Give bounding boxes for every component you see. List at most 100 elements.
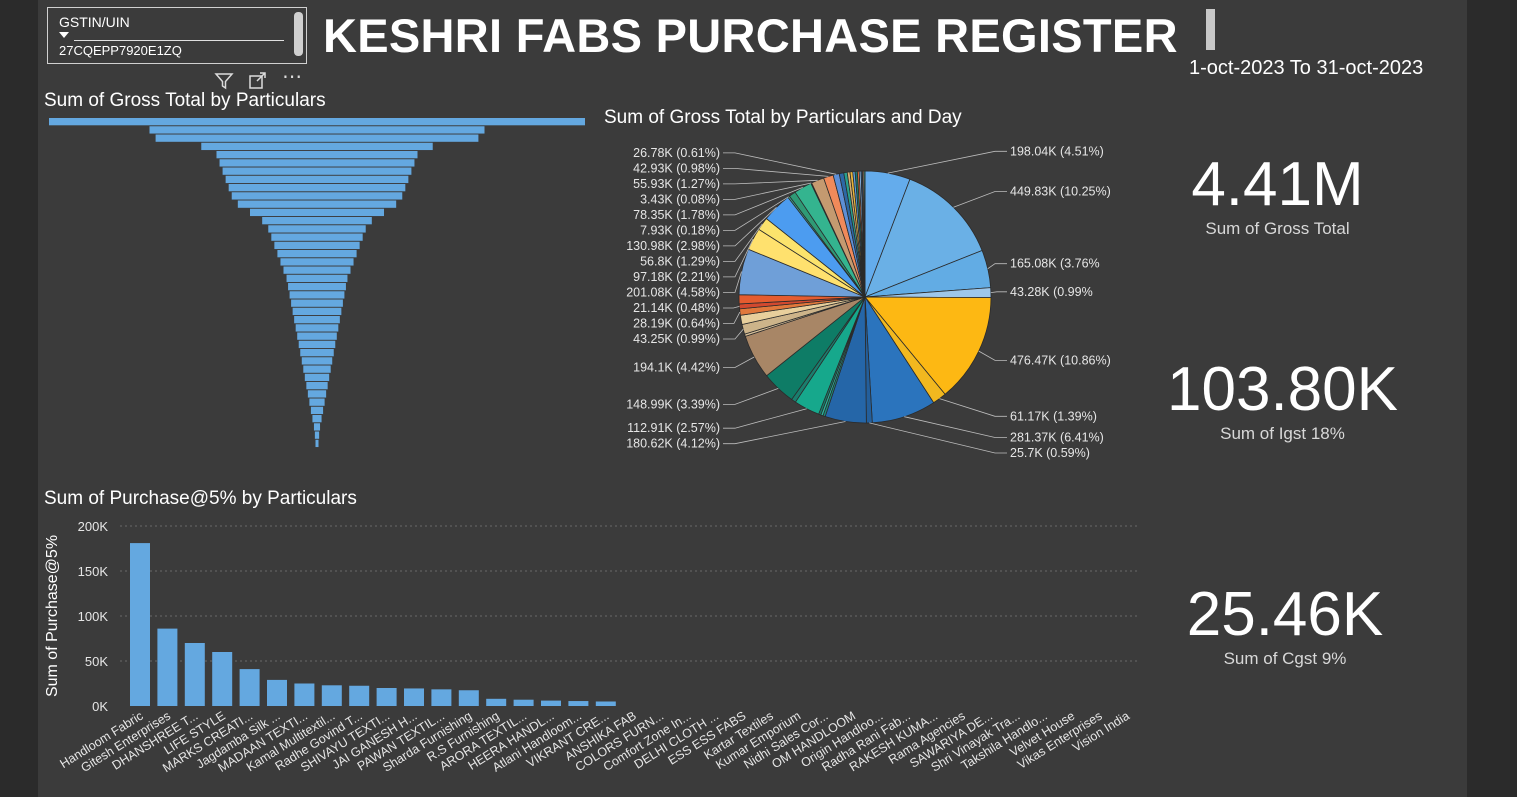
funnel-bar[interactable]	[294, 316, 340, 324]
funnel-bar[interactable]	[262, 217, 372, 225]
bar[interactable]	[513, 699, 534, 706]
left-margin	[0, 0, 38, 797]
funnel-bar[interactable]	[295, 324, 339, 332]
pie-leader-line	[723, 356, 755, 368]
pie-leader-line	[723, 306, 740, 309]
bar[interactable]	[458, 690, 479, 706]
funnel-bar[interactable]	[289, 291, 345, 299]
pie-data-label: 25.7K (0.59%)	[1010, 446, 1090, 460]
pie-slice[interactable]	[864, 178, 983, 298]
bar[interactable]	[294, 683, 315, 707]
slicer-scrollbar[interactable]	[294, 12, 303, 56]
funnel-bar[interactable]	[292, 307, 342, 316]
igst-value: 103.80K	[1167, 355, 1398, 424]
funnel-bar[interactable]	[315, 439, 319, 448]
pie-slice[interactable]	[864, 296, 992, 395]
chevron-down-icon[interactable]	[59, 32, 69, 38]
funnel-bar[interactable]	[313, 423, 321, 431]
bar[interactable]	[239, 669, 260, 706]
gstin-slicer[interactable]: GSTIN/UIN 27CQEPP7920E1ZQ	[47, 7, 307, 64]
funnel-chart[interactable]	[44, 114, 590, 456]
bar[interactable]	[404, 688, 424, 706]
bar-chart-title: Sum of Purchase@5% by Particulars	[44, 488, 357, 509]
funnel-bar[interactable]	[49, 118, 585, 126]
pie-chart[interactable]: 198.04K (4.51%) 449.83K (10.25%) 165.08K (…	[590, 135, 1150, 465]
more-options-icon[interactable]: ⋯	[282, 66, 302, 88]
funnel-bar[interactable]	[237, 200, 397, 208]
funnel-bar[interactable]	[304, 373, 330, 382]
funnel-bar[interactable]	[271, 233, 363, 241]
funnel-bar[interactable]	[231, 192, 403, 200]
bar[interactable]	[595, 701, 616, 707]
funnel-bar[interactable]	[155, 134, 479, 142]
pie-data-label: 61.17K (1.39%)	[1010, 409, 1097, 423]
bar[interactable]	[349, 685, 370, 706]
funnel-bar[interactable]	[216, 151, 418, 159]
pie-leader-line	[939, 398, 1007, 417]
funnel-bar[interactable]	[280, 258, 354, 266]
bar[interactable]	[184, 643, 205, 706]
bar[interactable]	[376, 688, 397, 706]
funnel-bar[interactable]	[222, 167, 412, 175]
bar[interactable]	[486, 698, 507, 706]
y-axis-title: Sum of Purchase@5%	[44, 535, 61, 697]
funnel-bar[interactable]	[307, 390, 327, 398]
funnel-bar[interactable]	[225, 175, 409, 184]
funnel-bar[interactable]	[268, 225, 366, 233]
cgst-value: 25.46K	[1186, 580, 1384, 649]
pie-data-label: 97.18K (2.21%)	[633, 270, 720, 284]
funnel-bar[interactable]	[274, 241, 360, 250]
bar[interactable]	[431, 689, 452, 706]
cgst-card: 25.46K Sum of Cgst 9%	[1160, 583, 1410, 669]
funnel-bar[interactable]	[309, 398, 325, 406]
funnel-bar[interactable]	[283, 266, 351, 274]
filter-icon[interactable]	[214, 72, 234, 94]
funnel-bar[interactable]	[310, 406, 324, 415]
bar[interactable]	[212, 652, 233, 706]
bar[interactable]	[568, 701, 589, 706]
pie-leader-line	[723, 408, 807, 429]
pie-data-label: 43.28K (0.99%	[1010, 285, 1093, 299]
funnel-bar[interactable]	[291, 299, 343, 307]
focus-mode-icon[interactable]	[248, 72, 268, 94]
pie-data-label: 112.91K (2.57%)	[627, 421, 720, 435]
pie-data-label: 7.93K (0.18%)	[640, 223, 720, 237]
funnel-bar[interactable]	[301, 357, 333, 365]
bar[interactable]	[130, 543, 150, 706]
funnel-bar[interactable]	[288, 283, 346, 291]
funnel-bar[interactable]	[312, 415, 322, 423]
y-tick-label: 50K	[85, 654, 108, 669]
slicer-title: GSTIN/UIN	[59, 14, 130, 30]
pie-data-label: 198.04K (4.51%)	[1010, 144, 1104, 158]
pie-data-label: 28.19K (0.64%)	[633, 317, 720, 331]
bar[interactable]	[157, 628, 178, 706]
pie-data-label: 42.93K (0.98%)	[633, 161, 720, 175]
bar[interactable]	[541, 700, 561, 706]
pie-data-label: 56.8K (1.29%)	[640, 254, 720, 268]
date-range-label: 1-oct-2023 To 31-oct-2023	[1189, 57, 1424, 79]
funnel-bar[interactable]	[228, 184, 406, 192]
igst-card: 103.80K Sum of Igst 18%	[1150, 358, 1415, 444]
funnel-bar[interactable]	[286, 274, 348, 283]
bar[interactable]	[267, 679, 287, 706]
pie-data-label: 78.35K (1.78%)	[633, 208, 720, 222]
funnel-bar[interactable]	[277, 250, 357, 258]
pie-leader-line	[953, 191, 1007, 208]
bar[interactable]	[321, 685, 342, 706]
funnel-bar[interactable]	[298, 340, 336, 349]
title-cursor	[1206, 9, 1215, 50]
pie-leader-line	[723, 187, 803, 216]
funnel-bar[interactable]	[314, 431, 320, 439]
slicer-item[interactable]: 27CQEPP7920E1ZQ	[59, 43, 182, 58]
funnel-bar[interactable]	[149, 126, 485, 134]
funnel-bar[interactable]	[201, 142, 433, 151]
funnel-bar[interactable]	[306, 382, 328, 390]
pie-slice[interactable]	[863, 170, 866, 298]
funnel-bar[interactable]	[219, 159, 415, 167]
pie-data-label: 449.83K (10.25%)	[1010, 185, 1111, 199]
funnel-bar[interactable]	[250, 208, 384, 217]
funnel-bar[interactable]	[297, 332, 337, 340]
funnel-bar[interactable]	[300, 349, 334, 357]
funnel-bar[interactable]	[303, 365, 331, 373]
